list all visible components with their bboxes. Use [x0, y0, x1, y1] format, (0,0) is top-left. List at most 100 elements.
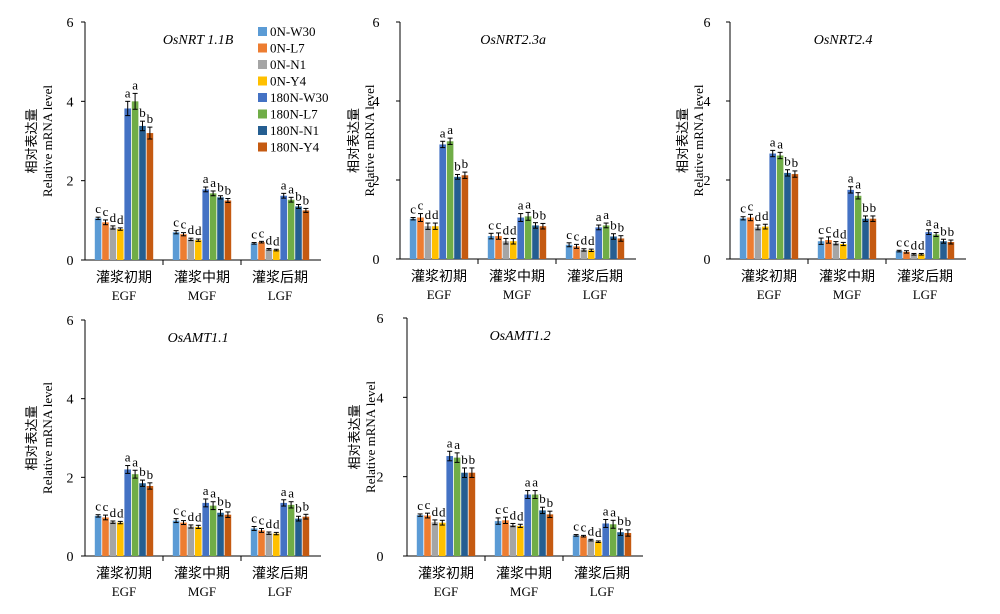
significance-letter: d [517, 508, 524, 523]
y-axis-label: Relative mRNA level [40, 85, 55, 197]
significance-letter: a [855, 177, 861, 192]
bar [146, 133, 154, 260]
bar [416, 515, 424, 556]
legend-label: 0N-L7 [270, 41, 305, 56]
legend-swatch [258, 126, 267, 135]
significance-letter: c [410, 202, 416, 217]
bar [509, 525, 517, 556]
bar [265, 533, 273, 556]
y-tick-label: 0 [377, 550, 384, 565]
y-axis-label: Relative mRNA level [40, 382, 55, 494]
significance-letter: a [848, 171, 854, 186]
significance-letter: b [217, 180, 224, 195]
bar [94, 218, 102, 260]
significance-letter: a [132, 77, 138, 92]
legend-swatch [258, 142, 267, 152]
bar [209, 193, 217, 260]
significance-letter: d [581, 233, 588, 248]
x-category-label-cn: 灌浆初期 [418, 565, 474, 582]
y-axis-label-cn: 相对表达量 [346, 108, 361, 173]
bar [453, 457, 461, 556]
bar [139, 125, 146, 260]
bar [610, 236, 617, 259]
chart-title: OsAMT1.2 [490, 329, 551, 344]
bar [572, 535, 580, 556]
bar [580, 536, 587, 556]
bar [439, 144, 446, 259]
x-category-label-cn: 灌浆中期 [496, 566, 552, 582]
significance-letter: b [147, 467, 154, 482]
x-category-label: EGF [434, 584, 459, 599]
y-axis-label: Relative mRNA level [362, 84, 377, 196]
bar [439, 522, 446, 556]
significance-letter: b [147, 111, 154, 126]
significance-letter: b [618, 220, 625, 235]
x-category-label: MGF [833, 287, 861, 302]
bar [258, 242, 265, 260]
bar [494, 521, 502, 556]
significance-letter: b [303, 498, 310, 513]
bar [468, 472, 476, 556]
legend-swatch [258, 76, 267, 86]
significance-letter: b [469, 452, 476, 467]
significance-letter: b [225, 496, 232, 511]
bar [595, 541, 602, 556]
bar [117, 522, 124, 556]
y-tick-label: 2 [67, 175, 74, 190]
significance-letter: c [740, 201, 746, 216]
significance-letter: c [103, 499, 109, 514]
bar [791, 174, 799, 259]
y-tick-label: 6 [377, 312, 384, 327]
significance-letter: d [273, 233, 280, 248]
bar [258, 530, 265, 556]
y-tick-label: 4 [373, 95, 380, 110]
bar [295, 518, 302, 556]
y-tick-label: 2 [704, 174, 711, 189]
x-category-label-cn: 灌浆后期 [567, 269, 623, 285]
significance-letter: b [454, 158, 461, 173]
legend-label: 180N-Y4 [270, 140, 320, 155]
significance-letter: c [418, 198, 424, 213]
x-category-label-cn: 灌浆初期 [741, 268, 797, 285]
significance-letter: d [188, 222, 195, 237]
significance-letter: b [462, 156, 469, 171]
legend-swatch [258, 109, 267, 119]
bar [250, 528, 258, 556]
legend-swatch [258, 93, 267, 102]
bar [454, 176, 461, 259]
chart-title: OsNRT2.3a [480, 33, 546, 48]
significance-letter: c [826, 221, 832, 236]
bar [510, 241, 517, 259]
bar [617, 532, 624, 556]
bar [495, 236, 502, 259]
significance-letter: d [273, 516, 280, 531]
bar [209, 505, 217, 556]
significance-letter: a [281, 177, 287, 192]
bar [854, 195, 862, 259]
significance-letter: a [603, 207, 609, 222]
y-axis-label-cn: 相对表达量 [24, 405, 39, 470]
bar [602, 225, 610, 259]
significance-letter: a [596, 209, 602, 224]
bar [224, 514, 232, 556]
bar [754, 227, 762, 259]
y-tick-label: 6 [67, 314, 74, 329]
significance-letter: a [525, 196, 531, 211]
significance-letter: a [770, 134, 776, 149]
y-tick-label: 6 [67, 16, 74, 31]
bar [895, 251, 903, 259]
x-category-label-cn: 灌浆初期 [96, 565, 152, 582]
chart-title: OsNRT2.4 [814, 33, 873, 48]
x-category-label: LGF [590, 584, 615, 599]
significance-letter: b [225, 183, 232, 198]
legend-swatch [258, 43, 267, 53]
significance-letter: c [95, 499, 101, 514]
y-tick-label: 4 [377, 391, 384, 406]
bar [139, 483, 146, 556]
y-tick-label: 0 [704, 253, 711, 268]
bar [817, 241, 825, 259]
bar [531, 494, 539, 556]
bar [180, 234, 187, 260]
significance-letter: c [181, 505, 187, 520]
